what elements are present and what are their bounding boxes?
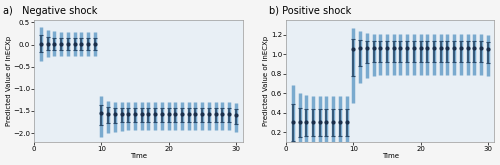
Text: b) Positive shock: b) Positive shock [270,6,351,16]
Y-axis label: Predicted Value of lnECXp: Predicted Value of lnECXp [6,36,12,126]
Y-axis label: Predicted Value of lnECXp: Predicted Value of lnECXp [264,36,270,126]
X-axis label: Time: Time [382,153,399,159]
X-axis label: Time: Time [130,153,147,159]
Text: a)   Negative shock: a) Negative shock [3,6,98,16]
